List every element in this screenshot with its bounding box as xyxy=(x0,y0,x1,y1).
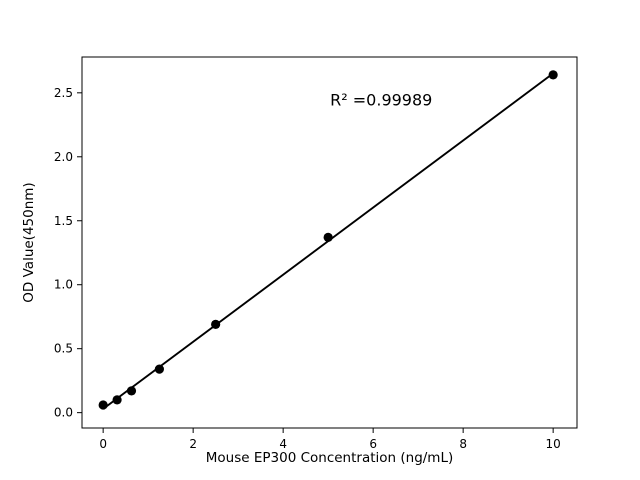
data-point xyxy=(211,319,221,329)
y-tick-label: 2.0 xyxy=(54,150,73,164)
data-point xyxy=(548,70,558,80)
data-point xyxy=(98,400,108,410)
y-tick-label: 0.5 xyxy=(54,342,73,356)
y-tick-label: 1.0 xyxy=(54,278,73,292)
data-point xyxy=(112,395,122,405)
data-point xyxy=(154,364,164,374)
plot-border xyxy=(81,56,578,429)
x-tick-label: 2 xyxy=(189,437,197,451)
r-squared-annotation: R² =0.99989 xyxy=(330,90,432,109)
x-tick-label: 0 xyxy=(99,437,107,451)
y-tick-label: 2.5 xyxy=(54,86,73,100)
y-tick-label: 1.5 xyxy=(54,214,73,228)
x-tick-label: 4 xyxy=(279,437,287,451)
x-tick-label: 8 xyxy=(459,437,467,451)
y-axis-label: OD Value(450nm) xyxy=(21,182,37,302)
y-tick-label: 0.0 xyxy=(54,406,73,420)
x-tick-label: 6 xyxy=(369,437,377,451)
x-axis-label: Mouse EP300 Concentration (ng/mL) xyxy=(206,450,454,466)
data-point xyxy=(126,386,137,396)
data-point xyxy=(323,232,333,242)
x-tick-label: 10 xyxy=(546,437,561,451)
